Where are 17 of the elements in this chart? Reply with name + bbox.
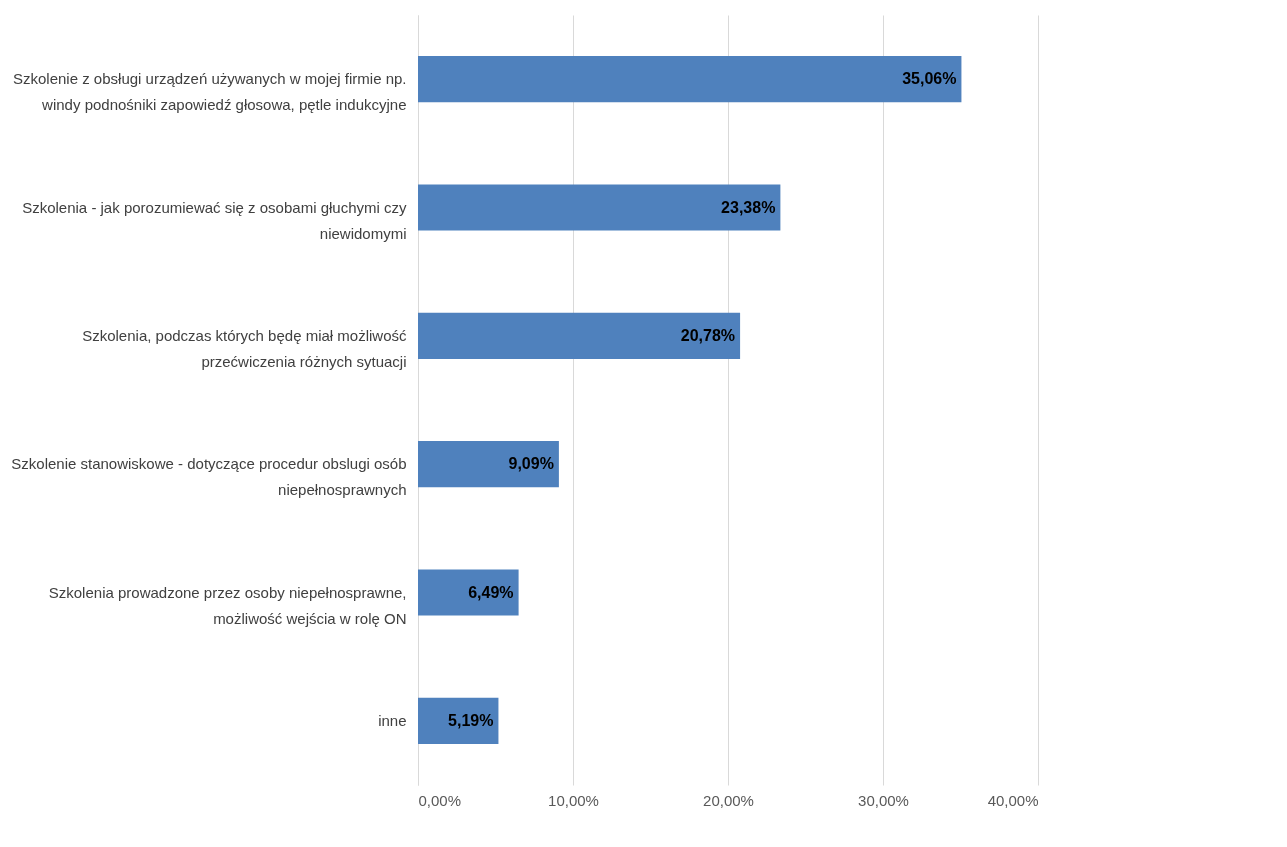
- data-label: 9,09%: [508, 455, 554, 473]
- data-label: 35,06%: [902, 70, 957, 88]
- x-tick-label: 40,00%: [987, 791, 1039, 809]
- data-label: 23,38%: [721, 198, 776, 216]
- x-tick-label: 30,00%: [858, 791, 909, 809]
- data-label: 6,49%: [468, 583, 514, 601]
- data-label: 5,19%: [448, 711, 494, 729]
- y-tick-label: Szkolenia prowadzone przez osoby niepełnosprawne, możliwość wejścia w rolę ON: [48, 583, 407, 627]
- x-tick-label: 20,00%: [703, 791, 754, 809]
- y-tick-label: Szkolenie z obsługi urządzeń używanych w mojej firmie np. windy podnośniki zapowiedź głosowa, pętle indukcyjne: [12, 70, 407, 114]
- y-tick-label: Szkolenia, podczas których będę miał możliwość przećwiczenia różnych sytuacji: [82, 326, 407, 370]
- x-tick-label: 10,00%: [548, 791, 599, 809]
- y-tick-label: Szkolenie stanowiskowe - dotyczące procedur obslugi osób niepełnosprawnych: [11, 455, 407, 499]
- data-label: 20,78%: [680, 326, 736, 344]
- x-tick-label: 0,00%: [418, 791, 462, 809]
- y-tick-label: inne: [378, 711, 407, 729]
- y-tick-label: Szkolenia - jak porozumiewać się z osobami głuchymi czy niewidomymi: [22, 198, 407, 242]
